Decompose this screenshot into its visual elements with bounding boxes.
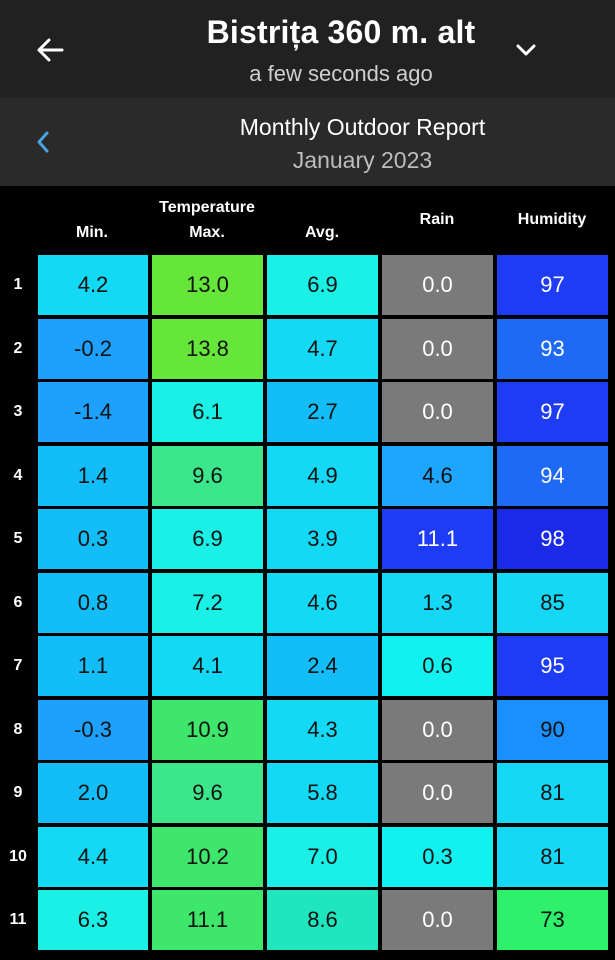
top-app-bar: Bistrița 360 m. alt a few seconds ago <box>0 0 615 98</box>
temperature-group-header: Temperature <box>159 199 255 216</box>
humidity-column-header: Humidity <box>517 211 587 228</box>
avg-cell: 4.6 <box>267 573 378 633</box>
min-cell: 1.4 <box>38 446 148 506</box>
back-button[interactable] <box>26 26 74 74</box>
humidity-cell: 81 <box>497 763 608 823</box>
min-cell: 6.3 <box>38 890 148 950</box>
humidity-cell: 94 <box>497 446 608 506</box>
humidity-cell: 97 <box>497 382 608 442</box>
chevron-left-icon <box>37 131 49 153</box>
avg-cell: 7.0 <box>267 827 378 887</box>
rain-cell: 0.0 <box>382 382 493 442</box>
humidity-cell: 93 <box>497 319 608 379</box>
day-number: 7 <box>13 657 23 674</box>
arrow-left-icon <box>37 38 64 62</box>
report-title: Monthly Outdoor Report <box>239 114 486 140</box>
max-cell: 13.0 <box>152 255 263 315</box>
min-column-header: Min. <box>76 224 108 241</box>
max-cell: 9.6 <box>152 763 263 823</box>
humidity-cell: 98 <box>497 509 608 569</box>
chevron-down-icon <box>516 44 536 56</box>
avg-cell: 5.8 <box>267 763 378 823</box>
min-cell: 4.2 <box>38 255 148 315</box>
day-number: 1 <box>13 276 23 293</box>
rain-cell: 0.0 <box>382 890 493 950</box>
avg-cell: 4.3 <box>267 700 378 760</box>
station-dropdown-button[interactable] <box>506 30 546 70</box>
min-cell: 4.4 <box>38 827 148 887</box>
previous-month-button[interactable] <box>26 122 60 162</box>
day-number: 9 <box>13 784 23 801</box>
humidity-cell: 95 <box>497 636 608 696</box>
min-cell: 2.0 <box>38 763 148 823</box>
humidity-cell: 85 <box>497 573 608 633</box>
avg-cell: 3.9 <box>267 509 378 569</box>
day-number: 11 <box>9 911 27 928</box>
min-cell: -0.3 <box>38 700 148 760</box>
day-number: 10 <box>9 848 27 865</box>
day-number: 8 <box>13 721 23 738</box>
last-updated-text: a few seconds ago <box>249 61 433 86</box>
max-cell: 4.1 <box>152 636 263 696</box>
avg-column-header: Avg. <box>304 224 340 241</box>
max-cell: 13.8 <box>152 319 263 379</box>
rain-cell: 11.1 <box>382 509 493 569</box>
rain-cell: 0.0 <box>382 319 493 379</box>
min-cell: 0.8 <box>38 573 148 633</box>
avg-cell: 2.7 <box>267 382 378 442</box>
day-number: 3 <box>13 403 23 420</box>
avg-cell: 4.9 <box>267 446 378 506</box>
report-period: January 2023 <box>292 147 433 173</box>
max-cell: 6.9 <box>152 509 263 569</box>
max-cell: 7.2 <box>152 573 263 633</box>
rain-cell: 0.6 <box>382 636 493 696</box>
day-number: 2 <box>13 340 23 357</box>
min-cell: 1.1 <box>38 636 148 696</box>
min-cell: 0.3 <box>38 509 148 569</box>
station-title[interactable]: Bistrița 360 m. alt <box>206 14 476 50</box>
rain-cell: 1.3 <box>382 573 493 633</box>
humidity-cell: 90 <box>497 700 608 760</box>
day-number: 4 <box>13 467 23 484</box>
day-number: 5 <box>13 530 23 547</box>
max-column-header: Max. <box>189 224 225 241</box>
avg-cell: 2.4 <box>267 636 378 696</box>
max-cell: 11.1 <box>152 890 263 950</box>
rain-cell: 4.6 <box>382 446 493 506</box>
report-header: Monthly Outdoor Report January 2023 <box>0 98 615 186</box>
max-cell: 10.2 <box>152 827 263 887</box>
humidity-cell: 81 <box>497 827 608 887</box>
avg-cell: 4.7 <box>267 319 378 379</box>
rain-cell: 0.0 <box>382 700 493 760</box>
max-cell: 6.1 <box>152 382 263 442</box>
rain-cell: 0.0 <box>382 763 493 823</box>
min-cell: -1.4 <box>38 382 148 442</box>
day-number: 6 <box>13 594 23 611</box>
min-cell: -0.2 <box>38 319 148 379</box>
humidity-cell: 73 <box>497 890 608 950</box>
rain-column-header: Rain <box>419 211 455 228</box>
rain-cell: 0.3 <box>382 827 493 887</box>
max-cell: 9.6 <box>152 446 263 506</box>
avg-cell: 6.9 <box>267 255 378 315</box>
humidity-cell: 97 <box>497 255 608 315</box>
max-cell: 10.9 <box>152 700 263 760</box>
avg-cell: 8.6 <box>267 890 378 950</box>
rain-cell: 0.0 <box>382 255 493 315</box>
